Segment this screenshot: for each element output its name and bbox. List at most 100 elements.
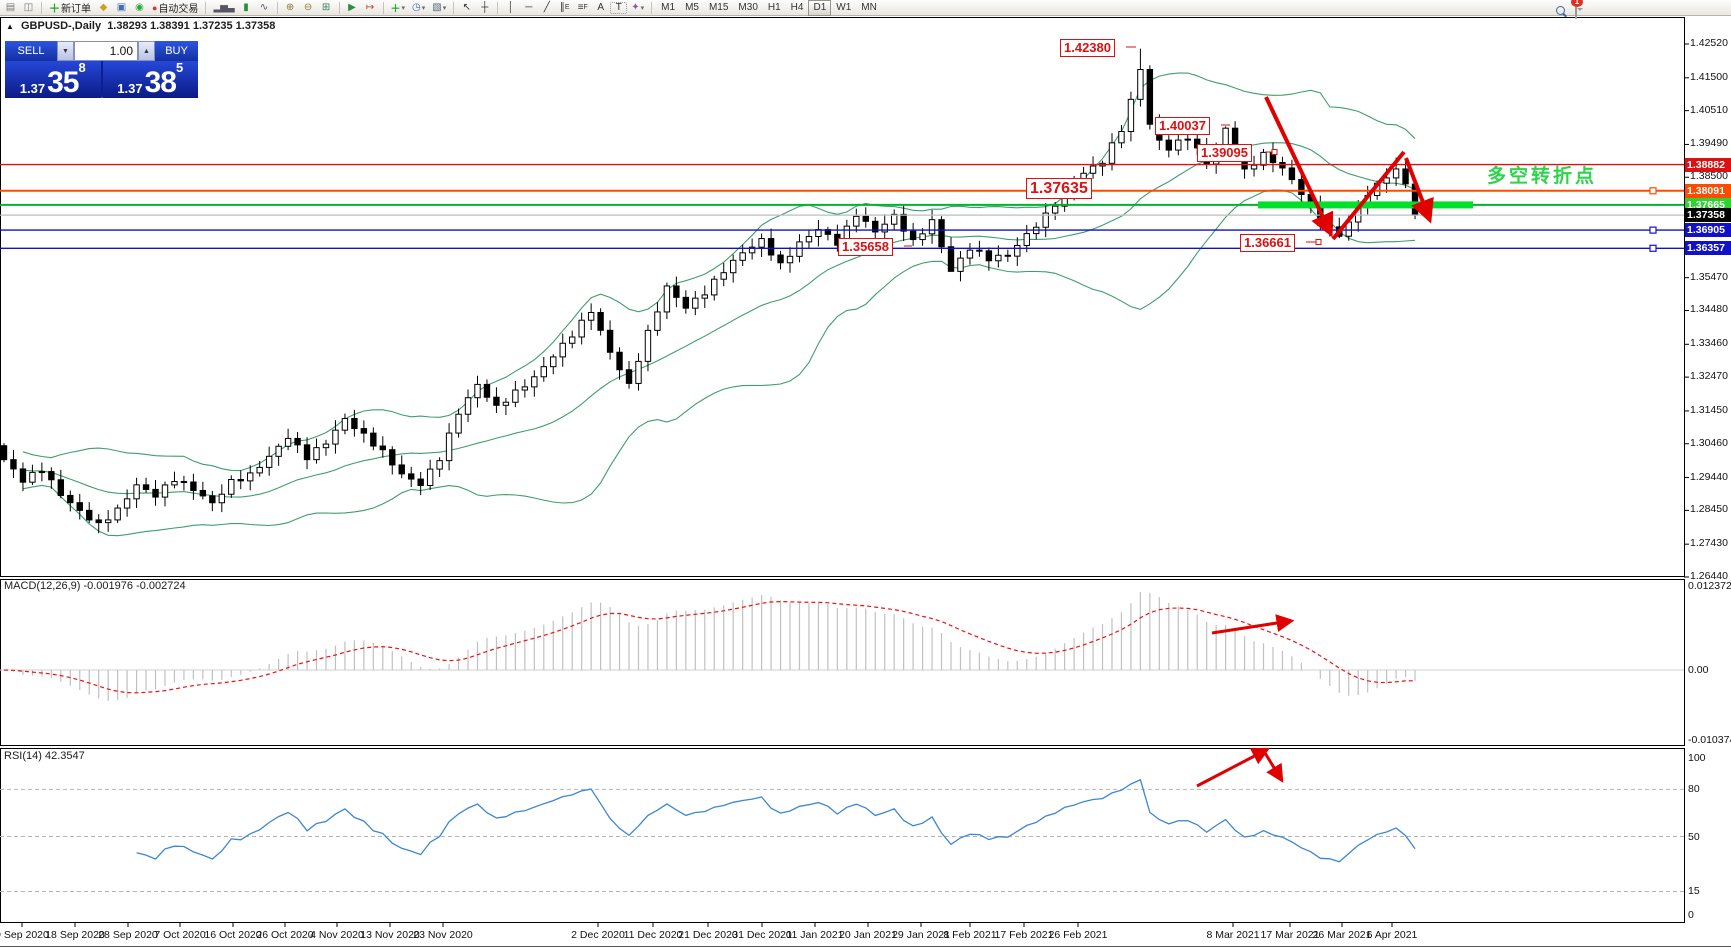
price-axis-tick: 1.31450 <box>1690 403 1728 416</box>
timeframe-button-w1[interactable]: W1 <box>836 2 852 13</box>
toolbar-right-group: 1 <box>1556 0 1583 19</box>
periods-icon[interactable]: ◷ ▾ <box>412 2 426 13</box>
bar-chart-mode-icon[interactable]: ▂▅▃ <box>213 2 234 13</box>
collapse-triangle-icon[interactable]: ▲ <box>6 22 14 31</box>
bollinger-band <box>22 72 1416 472</box>
sell-price-button[interactable]: 1.37 35 8 <box>5 61 101 98</box>
autotrade-button[interactable]: ● 自动交易 <box>149 1 201 16</box>
text-label-tool-icon[interactable]: T <box>610 1 628 14</box>
timeframe-button-m5[interactable]: M5 <box>685 2 699 13</box>
timeframe-button-m30[interactable]: M30 <box>738 2 758 13</box>
price-axis-tag: 1.38091 <box>1685 183 1731 198</box>
price-callout-label[interactable]: 1.37635 <box>1026 178 1092 199</box>
text-tool-icon[interactable]: A <box>597 2 605 13</box>
volume-input[interactable]: 1.00 <box>74 41 138 61</box>
trend-arrow <box>1331 150 1406 241</box>
price-axis-tick: 1.39490 <box>1690 137 1728 150</box>
rsi-axis-label: 80 <box>1688 783 1700 796</box>
price-axis-tick: 1.34480 <box>1690 303 1728 316</box>
sell-button[interactable]: SELL <box>5 41 57 61</box>
timeframe-button-mn[interactable]: MN <box>861 2 877 13</box>
price-axis-tick: 1.26440 <box>1690 569 1728 582</box>
buy-price-prefix: 1.37 <box>117 81 143 96</box>
date-axis-label: 26 Feb 2021 <box>1048 929 1108 941</box>
annotation-note-text[interactable]: 多空转折点 <box>1487 166 1598 187</box>
signals-icon[interactable]: ◉ <box>135 2 144 13</box>
timeframe-button-d1[interactable]: D1 <box>808 0 832 16</box>
main-chart-frame <box>0 17 1685 577</box>
candlestick-mode-icon[interactable]: ▮ <box>243 2 249 13</box>
terminal-icon[interactable]: ▣ <box>116 2 127 13</box>
channel-tool-icon[interactable]: ∥ E <box>559 2 570 13</box>
rsi-axis-label: 50 <box>1688 830 1700 843</box>
zoom-in-icon[interactable]: ⊕ <box>285 2 295 13</box>
price-callout-label[interactable]: 1.36661 <box>1240 234 1295 252</box>
horizontal-line-tool-icon[interactable]: ─ <box>525 2 533 13</box>
price-axis-tag: 1.36357 <box>1685 241 1731 256</box>
buy-price-button[interactable]: 1.37 38 5 <box>102 61 198 98</box>
timeframe-strip: M1 M5 M15 M30 H1 H4 D1 W1 MN <box>656 0 882 16</box>
date-axis-label: 8 Mar 2021 <box>1206 929 1260 941</box>
macd-panel-frame <box>0 579 1685 746</box>
price-callout-label[interactable]: 1.39095 <box>1197 144 1252 162</box>
new-chart-icon[interactable]: ▤ <box>5 2 16 13</box>
timeframe-button-m1[interactable]: M1 <box>661 2 676 13</box>
chevron-down-icon: ▾ <box>640 4 645 12</box>
styler-icon[interactable]: ◆ <box>99 2 108 13</box>
date-axis-label: 20 Jan 2021 <box>839 929 897 941</box>
zoom-out-icon[interactable]: ⊖ <box>303 2 313 13</box>
trend-arrow <box>1196 747 1270 788</box>
crosshair-tool-icon[interactable]: ┼ <box>481 2 489 13</box>
bollinger-band <box>22 189 1416 537</box>
date-axis-label: 26 Oct 2020 <box>256 929 314 941</box>
price-axis-tick: 1.42520 <box>1690 37 1728 49</box>
chart-window-icon[interactable]: ◫ <box>23 2 34 13</box>
volume-decrease-button[interactable]: ▼ <box>57 41 74 61</box>
chat-bubble-icon <box>1575 0 1577 19</box>
timeframe-button-m15[interactable]: M15 <box>708 2 729 13</box>
date-axis-label: 11 Jan 2021 <box>786 929 844 941</box>
timeframe-button-h4[interactable]: H4 <box>790 2 804 13</box>
date-axis-label: 16 Oct 2020 <box>204 929 262 941</box>
vertical-line-tool-icon[interactable]: │ <box>507 2 514 13</box>
price-axis-tick: 1.40510 <box>1690 103 1728 116</box>
price-callout-label[interactable]: 1.35658 <box>838 238 893 256</box>
sell-price-main: 35 <box>47 66 79 99</box>
price-callout-label[interactable]: 1.40037 <box>1155 117 1210 135</box>
templates-icon[interactable]: ▧ ▾ <box>432 2 447 13</box>
notifications-button[interactable]: 1 <box>1571 0 1583 19</box>
ohlc-values: 1.38293 1.38391 1.37235 1.37358 <box>107 20 276 32</box>
price-axis-tag: 1.36905 <box>1685 223 1731 238</box>
cursor-tool-icon[interactable]: ↖ <box>462 2 471 13</box>
arrows-tool-icon[interactable]: ✦ ▾ <box>631 2 645 13</box>
date-axis-label: 17 Mar 2021 <box>1260 929 1320 941</box>
notification-badge: 1 <box>1571 0 1583 7</box>
price-callout-label[interactable]: 1.42380 <box>1060 39 1115 57</box>
search-icon[interactable] <box>1556 5 1565 15</box>
macd-axis-label: 0.012372 <box>1688 580 1731 593</box>
trendline-tool-icon[interactable]: ╱ <box>543 2 550 13</box>
rsi-axis-label: 15 <box>1688 885 1700 898</box>
new-order-button[interactable]: ＋ 新订单 <box>46 1 94 16</box>
tile-windows-icon[interactable]: ⊞ <box>321 2 331 13</box>
chart-shift-icon[interactable]: ↦ <box>365 2 375 13</box>
indicators-icon[interactable]: ＋ ▾ <box>390 4 406 15</box>
rsi-indicator-label: RSI(14) 42.3547 <box>4 750 85 762</box>
volume-increase-button[interactable]: ▲ <box>138 41 155 61</box>
line-chart-mode-icon[interactable]: ∿ <box>259 2 269 13</box>
timeframe-button-h1[interactable]: H1 <box>767 2 781 13</box>
auto-scroll-icon[interactable]: ▶ <box>348 2 356 13</box>
fibonacci-tool-icon[interactable]: ≡ F <box>577 2 588 13</box>
trend-arrow <box>1263 752 1284 783</box>
main-toolbar: ▤ ◫ ＋ 新订单 ◆ ▣ ◉ ● 自动交易 ▂▅▃ ▮ ∿ ⊕ ⊖ ⊞ ▶ ↦… <box>0 0 1731 19</box>
macd-histogram <box>12 591 1416 701</box>
trend-arrow <box>1211 614 1295 635</box>
price-axis-tick: 1.29440 <box>1690 470 1728 483</box>
buy-button[interactable]: BUY <box>155 41 198 61</box>
toolbar-separator <box>276 1 278 14</box>
macd-signal-line <box>3 600 1416 694</box>
price-axis-tick: 1.33460 <box>1690 337 1728 350</box>
support-highlight-bar <box>1258 201 1473 209</box>
price-axis-tick: 1.27430 <box>1690 537 1728 550</box>
